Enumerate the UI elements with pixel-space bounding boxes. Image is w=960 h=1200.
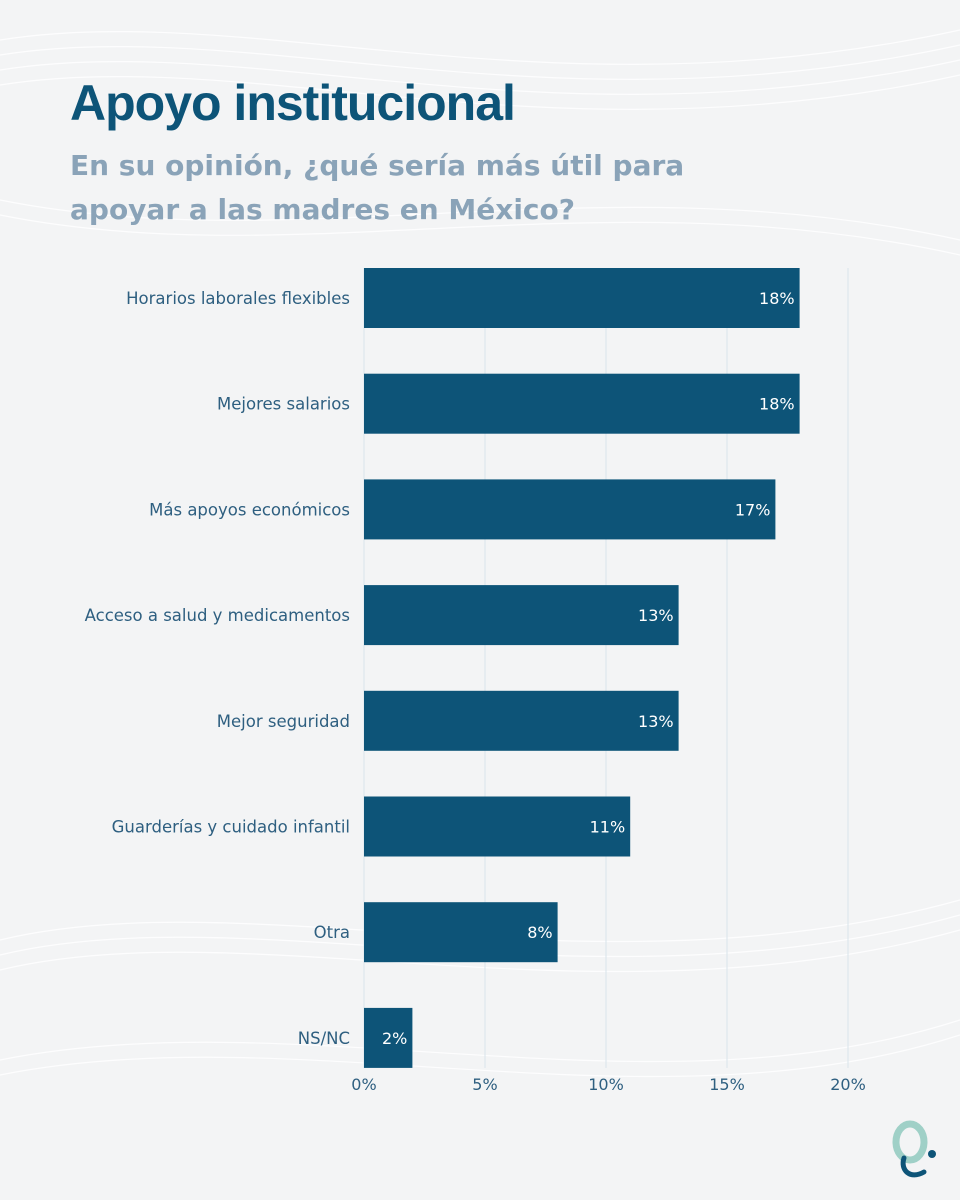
category-label: Guarderías y cuidado infantil bbox=[112, 818, 350, 837]
x-tick-label: 20% bbox=[830, 1075, 866, 1094]
bars: 18% 18% 17% 13% 13% 11% 8% 2% bbox=[364, 268, 800, 1068]
page-title: Apoyo institucional bbox=[70, 75, 516, 131]
category-label: Más apoyos económicos bbox=[149, 500, 350, 519]
bar bbox=[364, 268, 800, 328]
bar-chart: 18% 18% 17% 13% 13% 11% 8% 2% Horarios laborale… bbox=[85, 268, 866, 1094]
page-subtitle: En su opinión, ¿qué sería más útil para … bbox=[70, 149, 685, 226]
category-label: Mejor seguridad bbox=[217, 712, 350, 731]
bar-value-label: 2% bbox=[382, 1029, 407, 1048]
x-tick-label: 15% bbox=[709, 1075, 745, 1094]
bar bbox=[364, 690, 679, 751]
category-label: NS/NC bbox=[298, 1029, 350, 1048]
bar bbox=[364, 373, 800, 434]
category-label: Horarios laborales flexibles bbox=[126, 289, 350, 308]
bar-value-label: 18% bbox=[759, 289, 795, 308]
x-tick-label: 0% bbox=[351, 1075, 376, 1094]
bar bbox=[364, 1007, 413, 1068]
category-label: Otra bbox=[314, 923, 350, 942]
bar-value-label: 8% bbox=[527, 923, 552, 942]
category-labels: Horarios laborales flexibles Mejores sala… bbox=[85, 289, 350, 1048]
bar-value-label: 13% bbox=[638, 606, 674, 625]
bar-value-label: 18% bbox=[759, 395, 795, 414]
x-tick-label: 10% bbox=[588, 1075, 624, 1094]
x-axis-ticks: 0% 5% 10% 15% 20% bbox=[351, 1075, 865, 1094]
q-brand-logo-icon bbox=[892, 1120, 936, 1178]
bar-value-label: 13% bbox=[638, 712, 674, 731]
category-label: Acceso a salud y medicamentos bbox=[85, 606, 350, 625]
bar bbox=[364, 479, 776, 540]
bar bbox=[364, 585, 679, 646]
bar-value-label: 11% bbox=[590, 818, 626, 837]
category-label: Mejores salarios bbox=[217, 395, 350, 414]
bar bbox=[364, 796, 631, 857]
bar bbox=[364, 902, 558, 963]
bar-value-label: 17% bbox=[735, 500, 771, 519]
x-tick-label: 5% bbox=[472, 1075, 497, 1094]
